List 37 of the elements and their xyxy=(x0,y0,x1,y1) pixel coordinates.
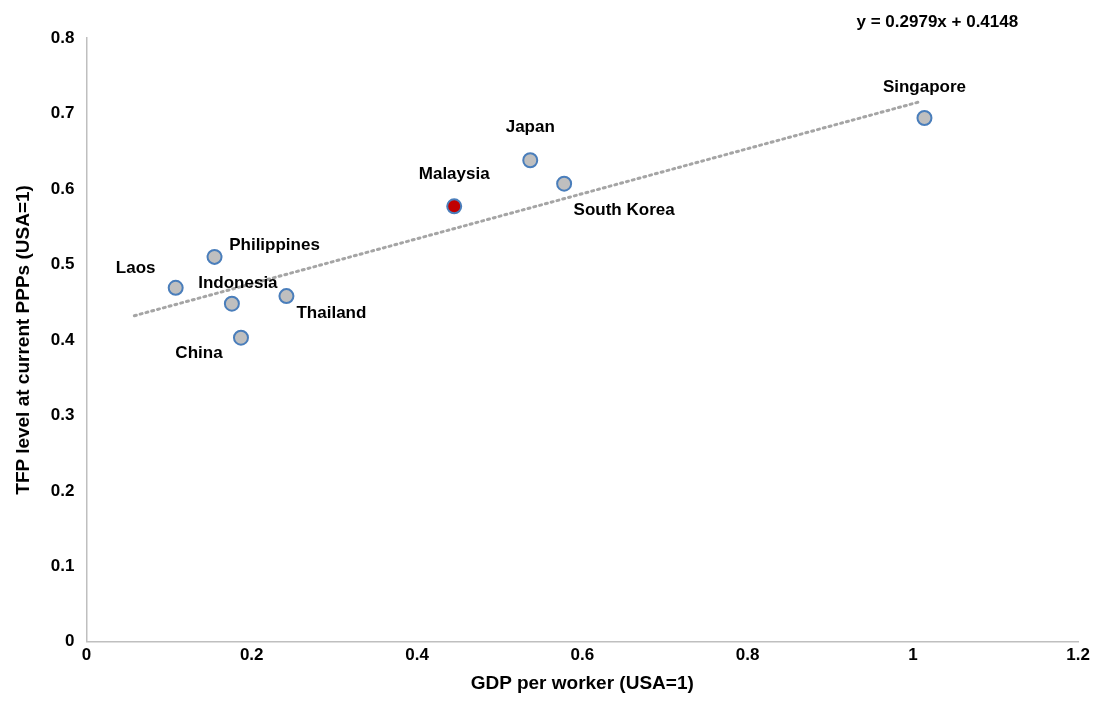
y-tick-label: 0.2 xyxy=(50,480,75,500)
point xyxy=(167,279,184,296)
y-axis-title: TFP level at current PPPs (USA=1) xyxy=(11,185,33,495)
annotation: Japan xyxy=(505,116,555,136)
y-tick-label: 0.5 xyxy=(50,254,75,274)
point xyxy=(916,110,933,126)
text: y = 0.2979x + 0.4148 xyxy=(856,11,1019,31)
annotation: China xyxy=(175,343,224,363)
x-tick-label: 0.8 xyxy=(735,644,760,664)
point xyxy=(232,329,249,346)
point xyxy=(206,248,223,265)
x-tick-label: 1 xyxy=(908,644,918,664)
x-axis-title: GDP per worker (USA=1) xyxy=(470,671,694,693)
x-tick-label: 0 xyxy=(81,644,92,664)
y-tick-label: 0.1 xyxy=(50,556,75,576)
annotation: Thailand xyxy=(296,302,367,322)
x-tick-label: 0.2 xyxy=(239,644,264,664)
annotation: Singapore xyxy=(882,76,967,96)
point xyxy=(522,152,539,169)
point xyxy=(556,175,573,192)
x-tick-label: 1.2 xyxy=(1066,644,1090,664)
annotation: Malaysia xyxy=(418,164,491,183)
annotation: Laos xyxy=(115,257,156,277)
y-tick-label: 0.3 xyxy=(50,405,75,425)
y-tick-label: 0.4 xyxy=(50,329,75,349)
annotation: Philippines xyxy=(229,234,320,254)
y-tick-label: 0.6 xyxy=(50,178,75,198)
point xyxy=(278,288,295,305)
y-tick-label: 0.8 xyxy=(50,27,75,47)
x-tick-label: 0.4 xyxy=(405,644,430,664)
point xyxy=(446,198,463,215)
annotation: Indonesia xyxy=(198,273,279,293)
annotation: South Korea xyxy=(573,200,676,220)
y-tick-label: 0 xyxy=(64,631,75,651)
x-tick-label: 0.6 xyxy=(570,644,595,664)
point xyxy=(223,295,240,312)
y-tick-label: 0.7 xyxy=(50,103,75,123)
